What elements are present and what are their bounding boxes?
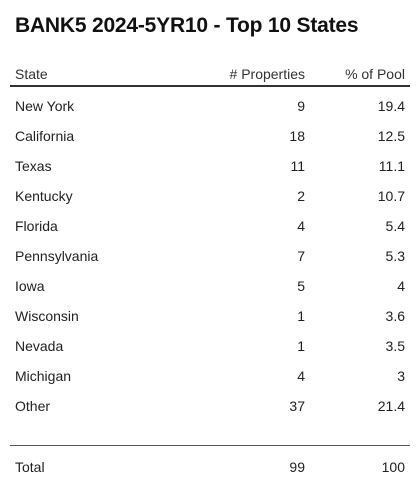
- row-pool: 21.4: [377, 398, 405, 414]
- table-row: Wisconsin 1 3.6: [10, 301, 410, 331]
- row-state: Pennsylvania: [15, 248, 99, 264]
- total-divider: [10, 445, 410, 446]
- table-header: State # Properties % of Pool: [10, 63, 410, 87]
- states-table: State # Properties % of Pool New York 9 19…: [10, 63, 410, 421]
- row-pool: 3.5: [385, 338, 405, 354]
- row-pool: 12.5: [377, 128, 405, 144]
- header-properties: # Properties: [229, 66, 305, 82]
- row-state: Nevada: [15, 338, 64, 354]
- row-properties: 18: [289, 128, 305, 144]
- row-properties: 11: [290, 158, 305, 174]
- table-row: Texas 11 11.1: [10, 151, 410, 181]
- table-row: Kentucky 2 10.7: [10, 181, 410, 211]
- row-properties: 37: [289, 398, 305, 414]
- row-state: New York: [15, 98, 75, 114]
- row-pool: 5.3: [385, 248, 405, 264]
- row-state: Texas: [15, 158, 52, 174]
- row-state: Other: [15, 398, 51, 414]
- row-properties: 1: [297, 338, 305, 354]
- header-pool: % of Pool: [345, 66, 405, 82]
- row-pool: 19.4: [377, 98, 405, 114]
- row-pool: 5.4: [385, 218, 405, 234]
- table-row: Other 37 21.4: [10, 391, 410, 421]
- table-row: Michigan 4 3: [10, 361, 410, 391]
- row-state: Iowa: [15, 278, 45, 294]
- header-state: State: [15, 66, 48, 82]
- row-pool: 4: [397, 278, 405, 294]
- row-pool: 3.6: [385, 308, 405, 324]
- table-total-row: Total 99 100: [10, 452, 410, 482]
- row-properties: 1: [297, 308, 305, 324]
- table-row: Iowa 5 4: [10, 271, 410, 301]
- table-row: California 18 12.5: [10, 121, 410, 151]
- table-row: New York 9 19.4: [10, 91, 410, 121]
- row-properties: 5: [297, 278, 305, 294]
- row-state: California: [15, 128, 75, 144]
- row-state: Michigan: [15, 368, 72, 384]
- table-row: Florida 4 5.4: [10, 211, 410, 241]
- row-properties: 7: [297, 248, 305, 264]
- row-state: Kentucky: [15, 188, 73, 204]
- row-properties: 2: [297, 188, 305, 204]
- total-properties: 99: [289, 459, 305, 475]
- total-label: Total: [15, 459, 45, 475]
- row-state: Wisconsin: [15, 308, 79, 324]
- row-state: Florida: [15, 218, 58, 234]
- table-row: Nevada 1 3.5: [10, 331, 410, 361]
- total-pool: 100: [381, 459, 405, 475]
- row-properties: 4: [297, 368, 305, 384]
- page-title: BANK5 2024-5YR10 - Top 10 States: [15, 14, 359, 37]
- row-pool: 10.7: [377, 188, 405, 204]
- row-pool: 11.1: [378, 158, 405, 174]
- row-pool: 3: [397, 368, 405, 384]
- row-properties: 4: [297, 218, 305, 234]
- row-properties: 9: [297, 98, 305, 114]
- table-row: Pennsylvania 7 5.3: [10, 241, 410, 271]
- table-body: New York 9 19.4 California 18 12.5 Texas 11 11.1…: [10, 87, 410, 421]
